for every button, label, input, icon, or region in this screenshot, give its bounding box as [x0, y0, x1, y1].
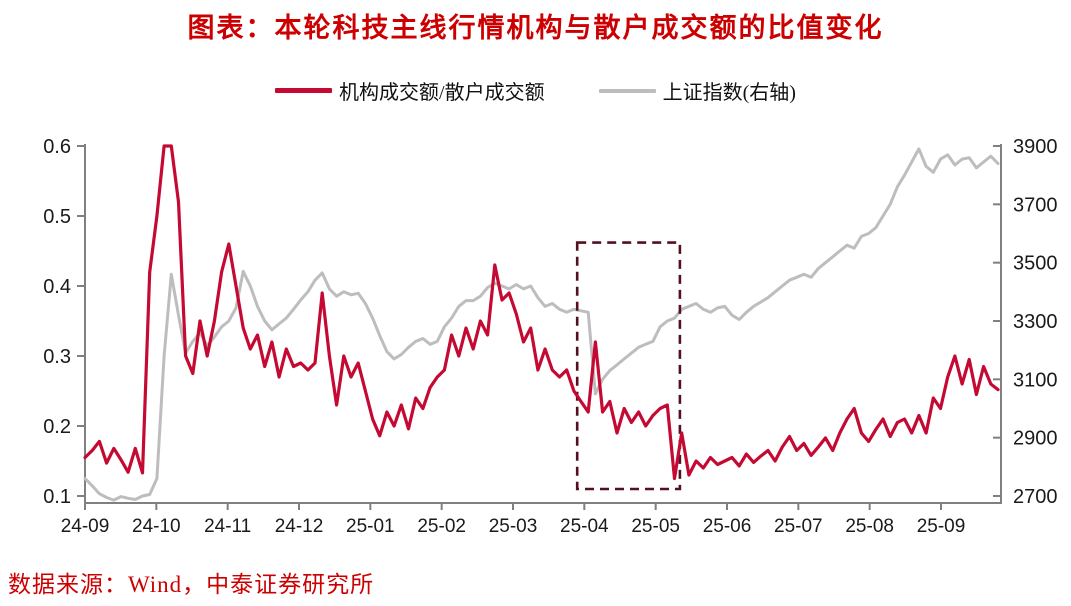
highlight-box — [575, 241, 682, 491]
y-axis-left-tick-label: 0.4 — [43, 276, 71, 298]
x-axis-tick-label: 25-08 — [845, 516, 894, 537]
x-axis-tick-label: 25-05 — [631, 516, 680, 537]
x-axis-tick-label: 25-01 — [346, 516, 395, 537]
x-axis-tick-label: 25-03 — [489, 516, 538, 537]
x-axis-tick-label: 24-10 — [132, 516, 181, 537]
y-axis-left-tick-label: 0.2 — [43, 416, 71, 438]
y-axis-left-tick-label: 0.1 — [43, 486, 71, 508]
y-axis-left-tick-label: 0.6 — [43, 136, 71, 158]
y-axis-right-tick-label: 3500 — [1013, 253, 1058, 275]
x-axis-tick-label: 24-12 — [275, 516, 324, 537]
y-axis-right-tick-label: 3900 — [1013, 136, 1058, 158]
ratio-line-series — [83, 144, 1000, 481]
y-axis-right-tick-label: 2700 — [1013, 486, 1058, 508]
legend-label-ratio: 机构成交额/散户成交额 — [339, 82, 545, 104]
chart-title: 图表：本轮科技主线行情机构与散户成交额的比值变化 — [187, 13, 884, 43]
x-axis-tick-label: 25-06 — [703, 516, 752, 537]
source-note: 数据来源：Wind，中泰证券研究所 — [8, 572, 375, 597]
ratio-line-swatch — [275, 88, 333, 93]
x-axis-tick-label: 24-09 — [61, 516, 110, 537]
x-axis-tick-label: 25-04 — [560, 516, 609, 537]
y-axis-right-tick-label: 3300 — [1013, 311, 1058, 333]
y-axis-left-tick-label: 0.3 — [43, 346, 71, 368]
index-line-series — [83, 147, 1000, 502]
legend-item-index: 上证指数(右轴) — [598, 76, 796, 105]
x-axis-tick-label: 24-11 — [204, 516, 251, 537]
plot-area: 0.6 0.5 0.4 0.3 0.2 0.1 3900 3700 3500 3300 3100 29… — [43, 136, 1058, 537]
legend-item-ratio: 机构成交额/散户成交额 — [275, 76, 545, 105]
chart-legend: 机构成交额/散户成交额 上证指数(右轴) — [0, 76, 1071, 105]
y-axis-left-tick-label: 0.5 — [43, 206, 71, 228]
y-axis-right-tick-label: 2900 — [1013, 428, 1058, 450]
index-line-swatch — [598, 88, 656, 93]
legend-label-index: 上证指数(右轴) — [662, 82, 796, 104]
x-axis-tick-label: 25-09 — [917, 516, 966, 537]
y-axis-right-tick-label: 3700 — [1013, 194, 1058, 216]
x-axis-tick-label: 25-02 — [417, 516, 466, 537]
x-axis-tick-label: 25-07 — [774, 516, 823, 537]
y-axis-right-tick-label: 3100 — [1013, 369, 1058, 391]
